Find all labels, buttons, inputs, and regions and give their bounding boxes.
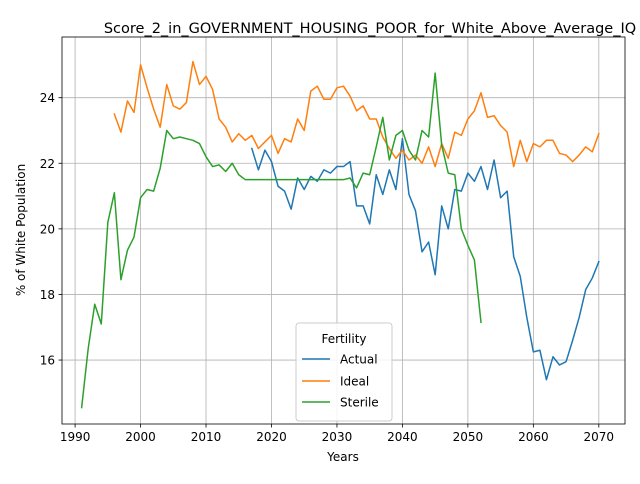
y-tick-label: 24	[40, 91, 55, 105]
y-tick-label: 20	[40, 222, 55, 236]
x-axis-label: Years	[326, 450, 359, 464]
x-tick-label: 2060	[518, 430, 549, 444]
x-tick-label: 2070	[584, 430, 615, 444]
grid	[62, 37, 625, 424]
x-tick-label: 2010	[191, 430, 222, 444]
series-lines	[80, 60, 600, 409]
y-tick-label: 16	[40, 354, 55, 368]
x-tick-label: 1990	[60, 430, 91, 444]
legend-label-ideal: Ideal	[340, 375, 369, 389]
series-line-sterile	[80, 72, 482, 409]
chart-title: Score_2_in_GOVERNMENT_HOUSING_POOR_for_W…	[104, 21, 636, 37]
y-tick-label: 18	[40, 288, 55, 302]
x-tick-label: 2020	[256, 430, 287, 444]
x-tick-label: 2000	[125, 430, 156, 444]
x-tick-label: 2030	[322, 430, 353, 444]
legend: Fertility Actual Ideal Sterile	[295, 322, 393, 422]
x-axis-ticks: 1990 2000 2010 2020 2030 2040 2050 2060 2070	[60, 424, 614, 444]
legend-title: Fertility	[321, 332, 366, 346]
x-tick-label: 2050	[453, 430, 484, 444]
x-tick-label: 2040	[387, 430, 418, 444]
legend-box	[295, 322, 393, 422]
y-axis-label: % of White Population	[14, 164, 28, 296]
y-tick-label: 22	[40, 157, 55, 171]
series-line-ideal	[113, 60, 600, 168]
y-axis-ticks: 16 18 20 22 24	[40, 91, 62, 368]
legend-label-actual: Actual	[340, 353, 378, 367]
legend-label-sterile: Sterile	[340, 396, 379, 410]
series-line-actual	[250, 137, 600, 381]
plot-frame	[61, 36, 626, 425]
